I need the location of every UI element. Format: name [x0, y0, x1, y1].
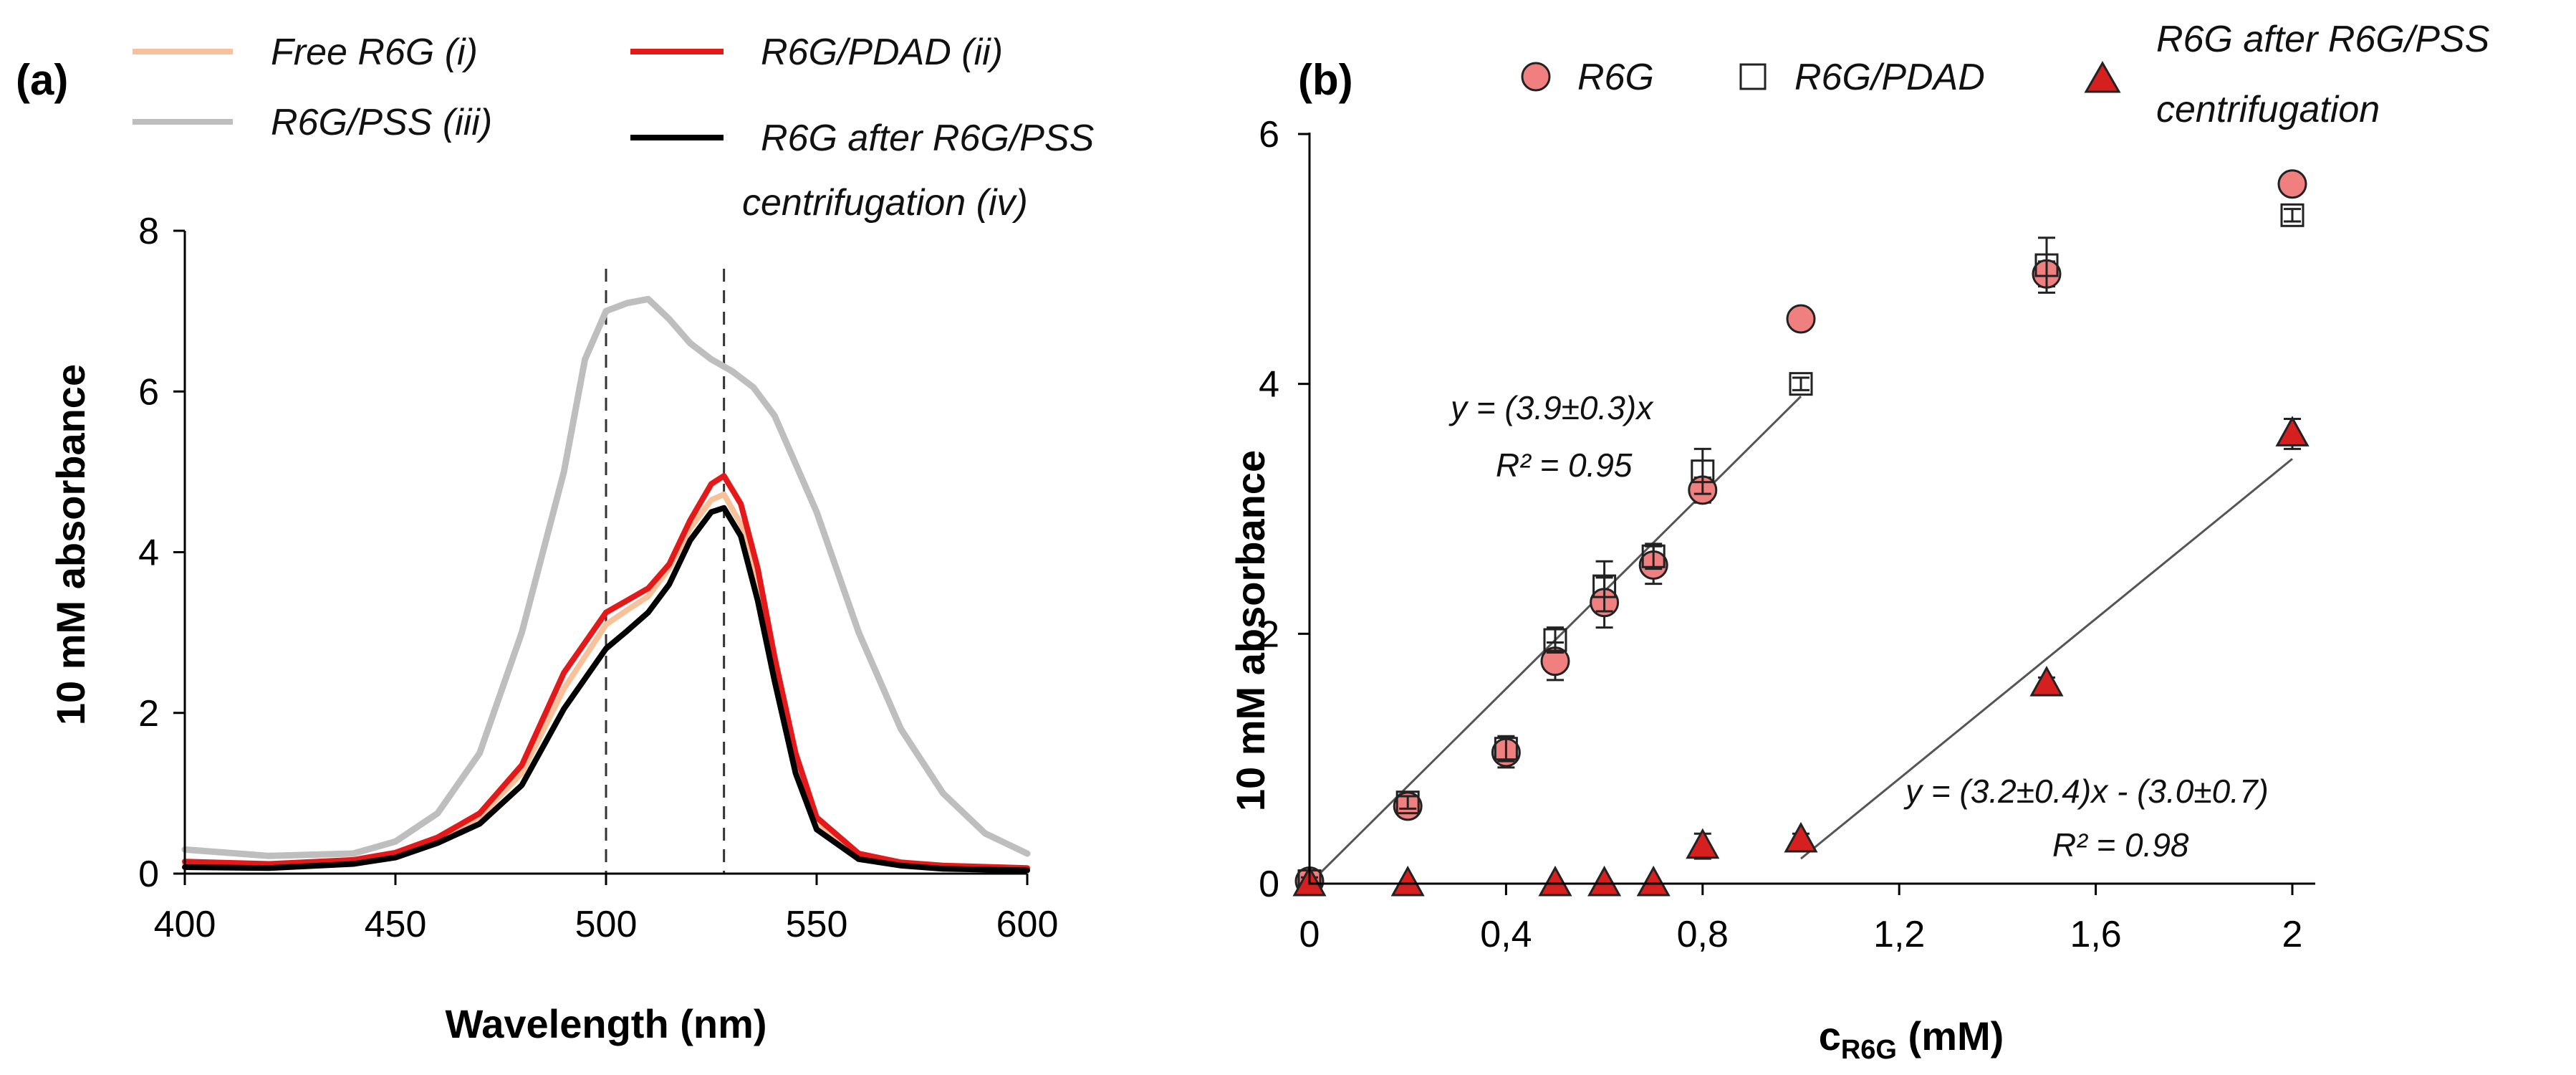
legend-label-r6g-pss: R6G/PSS (iii) [271, 102, 492, 143]
legend-marker-r6g [1521, 62, 1551, 92]
series-line-r6g-pdad-ii [182, 473, 1030, 871]
panel-a-axes [183, 231, 1027, 875]
data-point-r6g-after [1538, 865, 1572, 897]
data-point-r6g-after [1686, 828, 1720, 859]
fit-equation-r6g-after: y = (3.2±0.4)x - (3.0±0.7) [1903, 773, 2269, 810]
fit-r2-r6g-after: R² = 0.98 [2052, 826, 2189, 864]
data-point-r6g-after [1636, 865, 1671, 897]
panel-a-ticks: 0 2 4 6 8 400 450 500 550 600 [138, 211, 1058, 945]
panel-b-x-tick-label: 0 [1299, 914, 1320, 955]
panel-a-x-tick-label: 500 [575, 904, 638, 945]
legend-label-free-r6g: Free R6G (i) [271, 32, 478, 73]
data-point-r6g-after [1587, 865, 1622, 897]
legend-marker-r6g-after [2084, 60, 2121, 93]
legend-a: Free R6G (i) R6G/PDAD (ii) R6G/PSS (iii)… [133, 32, 1095, 224]
panel-b-x-tick-label: 0,4 [1480, 914, 1532, 955]
panel-a-x-axis-label: Wavelength (nm) [445, 1001, 766, 1046]
data-point-r6g-pdad [1641, 544, 1666, 568]
panel-b-ticks: 0 2 4 6 0 0,4 0,8 1,2 1,6 2 [1259, 114, 2302, 955]
panel-b-fit-lines [1308, 396, 2293, 885]
data-point-r6g-pdad [1592, 574, 1617, 598]
panel-a-label: (a) [16, 56, 68, 104]
panel-b-y-axis-label: 10 mM absorbance [1228, 450, 1273, 811]
panel-b-x-axis-symbol: c [1819, 1013, 1841, 1059]
panel-a: (a) Free R6G (i) R6G/PDAD (ii) R6G/PSS (… [16, 32, 1095, 1046]
panel-a-y-tick-label: 0 [138, 854, 159, 895]
panel-a-y-tick-label: 4 [138, 532, 159, 574]
legend-b: R6G R6G/PDAD R6G after R6G/PSS centrifug… [1521, 19, 2490, 130]
data-point-r6g-after [2275, 416, 2310, 446]
legend-label-r6g-after-2: centrifugation (iv) [742, 182, 1028, 224]
data-point-r6g [2277, 169, 2307, 199]
series-line-r6g-pss-iii [181, 295, 1031, 859]
data-point-r6g-pdad [1494, 737, 1518, 761]
panel-b-x-tick-label: 0,8 [1677, 914, 1729, 955]
panel-a-y-tick-label: 8 [138, 211, 159, 252]
data-point-r6g-after [1784, 821, 1818, 853]
panel-a-y-tick-label: 2 [138, 693, 159, 735]
panel-b: (b) R6G R6G/PDAD R6G after R6G/PSS centr… [1228, 19, 2490, 1065]
data-point-r6g-after [1390, 865, 1425, 897]
data-point-r6g [1786, 304, 1816, 334]
panel-b-axes [1308, 133, 2315, 885]
panel-b-y-tick-label: 2 [1259, 613, 1279, 655]
data-point-r6g-after [2029, 665, 2064, 697]
panel-b-x-tick-label: 1,6 [2070, 914, 2121, 955]
legend-label-r6g-after-b1: R6G after R6G/PSS [2156, 19, 2490, 60]
panel-b-y-tick-label: 6 [1259, 114, 1279, 156]
panel-b-label: (b) [1298, 56, 1353, 104]
panel-b-y-tick-label: 0 [1259, 864, 1279, 905]
panel-a-series [181, 295, 1031, 874]
panel-b-x-tick-label: 2 [2282, 914, 2303, 955]
data-point-r6g-pdad [2034, 253, 2059, 277]
legend-label-r6g-after-1: R6G after R6G/PSS [761, 118, 1095, 159]
panel-a-y-axis-label: 10 mM absorbance [48, 364, 93, 725]
panel-a-reference-lines [605, 269, 726, 874]
panel-a-x-tick-label: 550 [786, 904, 848, 945]
fit-r2-r6g: R² = 0.95 [1496, 446, 1633, 484]
data-point-r6g-pdad [1543, 628, 1567, 652]
fit-line [1800, 458, 2293, 860]
data-point-r6g-pdad [1789, 372, 1813, 396]
panel-b-x-axis-unit: (mM) [1897, 1013, 2004, 1059]
panel-a-x-tick-label: 450 [365, 904, 427, 945]
legend-label-r6g-pdad-b: R6G/PDAD [1794, 57, 1985, 98]
panel-a-y-tick-label: 6 [138, 371, 159, 413]
panel-b-y-tick-label: 4 [1259, 364, 1279, 406]
panel-a-x-tick-label: 600 [996, 904, 1059, 945]
panel-b-x-axis-subscript: R6G [1841, 1035, 1897, 1065]
legend-label-r6g: R6G [1577, 57, 1654, 98]
data-point-r6g-pdad [1395, 790, 1420, 815]
series-line-r6g-after-r6g-pss-centrifugation-iv [182, 505, 1030, 874]
panel-b-data-points [1292, 169, 2310, 897]
legend-label-r6g-pdad: R6G/PDAD (ii) [761, 32, 1003, 73]
data-point-r6g-pdad [1691, 459, 1715, 484]
data-point-r6g-pdad [2280, 203, 2305, 227]
panel-b-x-axis-label: cR6G (mM) [1819, 1013, 2004, 1065]
panel-b-x-tick-label: 1,2 [1873, 914, 1925, 955]
panel-a-x-tick-label: 400 [154, 904, 216, 945]
fit-equation-r6g: y = (3.9±0.3)x [1448, 389, 1654, 426]
legend-label-r6g-after-b2: centrifugation [2156, 89, 2380, 130]
legend-marker-r6g-pdad [1739, 63, 1767, 90]
